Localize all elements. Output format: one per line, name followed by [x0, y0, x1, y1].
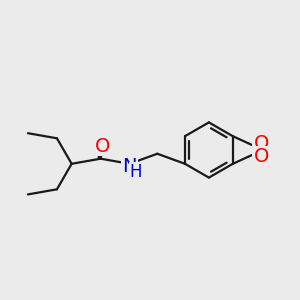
Text: O: O [254, 147, 269, 167]
Text: O: O [254, 134, 269, 153]
Text: H: H [130, 163, 142, 181]
Text: N: N [122, 157, 137, 176]
Text: O: O [95, 136, 111, 155]
